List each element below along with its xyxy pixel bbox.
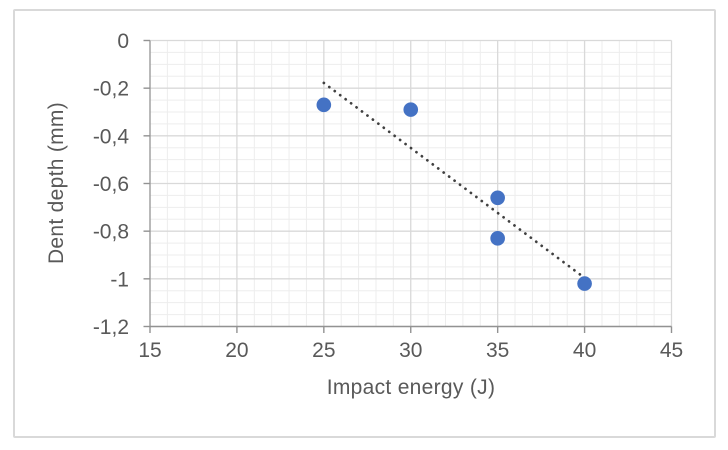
x-tick-label: 35: [486, 339, 509, 362]
y-axis-title: Dent depth (mm): [45, 101, 68, 265]
x-tick-label: 40: [573, 339, 596, 362]
x-axis-title: Impact energy (J): [326, 376, 496, 399]
x-tick-label: 25: [312, 339, 335, 362]
y-tick-label: -1: [110, 268, 129, 291]
data-point[interactable]: [490, 231, 505, 246]
y-tick-label: -0,4: [93, 125, 130, 148]
y-tick-label: -0,2: [93, 78, 129, 101]
y-tick-label: -0,6: [93, 173, 129, 196]
x-tick-label: 45: [660, 339, 683, 362]
x-tick-label: 20: [225, 339, 248, 362]
data-point[interactable]: [490, 190, 505, 206]
trendline[interactable]: [322, 81, 586, 280]
y-tick-label: -1,2: [93, 316, 129, 339]
x-tick-label: 30: [399, 339, 422, 362]
x-tick-label: 15: [138, 339, 161, 362]
chart-area[interactable]: [13, 9, 716, 438]
data-point[interactable]: [316, 97, 332, 113]
y-tick-label: 0: [117, 30, 129, 53]
data-point[interactable]: [403, 102, 419, 117]
y-tick-label: -0,8: [93, 221, 129, 244]
data-point[interactable]: [577, 276, 592, 291]
